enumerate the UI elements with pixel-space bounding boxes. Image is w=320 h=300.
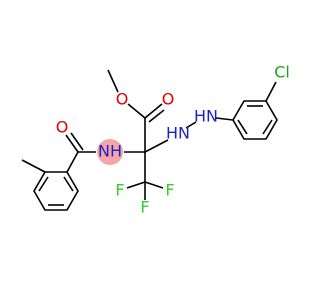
atom-label: O bbox=[116, 90, 129, 109]
atom-label: HN bbox=[194, 107, 218, 126]
bonds bbox=[21, 69, 278, 211]
atom-label: O bbox=[56, 118, 69, 137]
atom-label: F bbox=[165, 181, 174, 200]
highlight bbox=[97, 139, 123, 165]
molecule: O O O NH HN HN F F F Cl bbox=[21, 63, 290, 217]
atom-label: O bbox=[162, 90, 175, 109]
atom-label: HN bbox=[166, 124, 190, 143]
atom-label: F bbox=[115, 181, 124, 200]
atom-label: Cl bbox=[274, 63, 290, 82]
atom-label: F bbox=[140, 198, 149, 217]
atom-label: NH bbox=[98, 142, 122, 161]
